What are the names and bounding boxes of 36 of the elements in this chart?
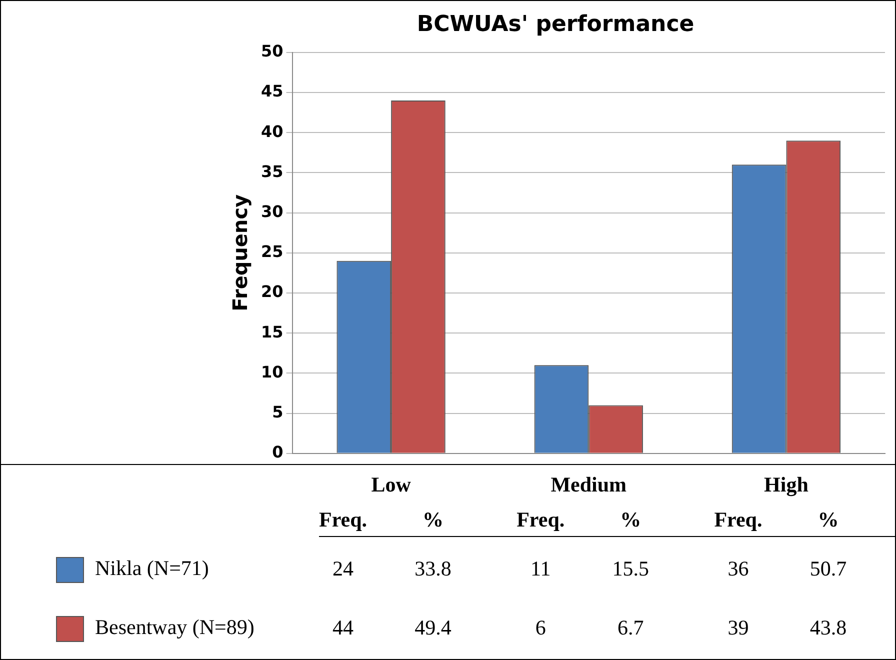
- x-tick-label: Medium: [550, 472, 627, 498]
- legend-label: Besentway (N=89): [95, 615, 254, 640]
- y-tick-label: 25: [261, 242, 284, 262]
- y-tick-label: 30: [261, 202, 284, 221]
- x-tick-label: Low: [371, 472, 411, 498]
- text: 43.8: [810, 616, 847, 640]
- data-label: 39: [728, 616, 749, 640]
- data-label: 24: [332, 556, 354, 582]
- x-tick-label: High: [764, 472, 808, 498]
- y-tick-label: 0: [272, 442, 284, 462]
- y-tick-label: 20: [261, 282, 284, 302]
- text: 50.7: [810, 556, 847, 582]
- text: 49.4: [414, 616, 452, 640]
- y-tick-label: 50: [261, 42, 284, 61]
- text: %: [818, 508, 839, 532]
- data-label: 6: [535, 616, 546, 640]
- text: Freq.: [516, 508, 565, 532]
- y-axis-title: Frequency: [228, 194, 252, 312]
- data-label: 36: [728, 556, 749, 582]
- chart-title: BCWUAs' performance: [416, 12, 694, 37]
- text: Freq.: [319, 508, 368, 532]
- text: %: [620, 508, 642, 532]
- data-label: 11: [530, 556, 551, 582]
- y-tick-label: 15: [261, 322, 284, 342]
- text: Freq.: [714, 508, 762, 532]
- y-tick-label: 45: [261, 82, 284, 101]
- data-label: 44: [332, 616, 354, 640]
- legend-label: Nikla (N=71): [95, 556, 209, 581]
- y-tick-label: 5: [272, 402, 284, 422]
- text: 15.5: [612, 556, 649, 582]
- y-tick-label: 35: [261, 162, 284, 181]
- text: %: [422, 508, 444, 532]
- y-tick-label: 40: [261, 122, 284, 141]
- text: 6.7: [618, 616, 644, 640]
- y-tick-label: 10: [261, 362, 284, 382]
- text: 33.8: [414, 556, 452, 582]
